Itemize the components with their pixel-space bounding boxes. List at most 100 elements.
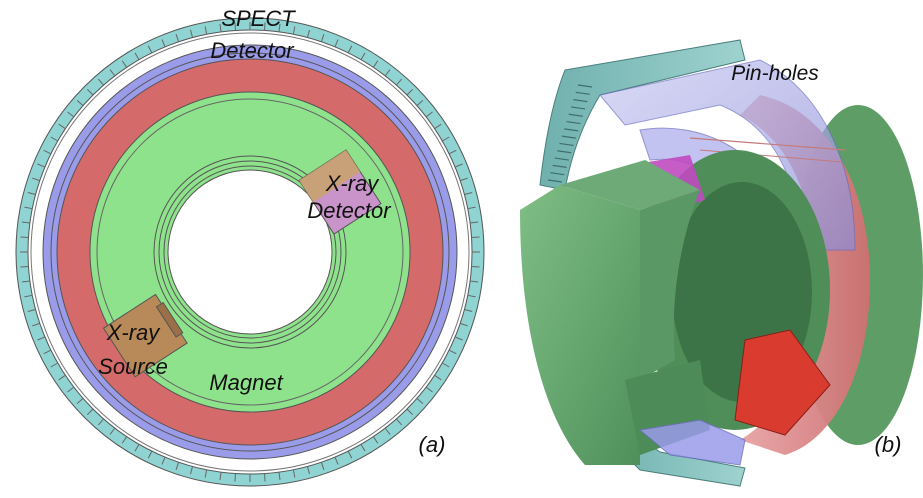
spect-segment-tick (384, 69, 391, 77)
spect-shell-segment (570, 106, 586, 110)
spect-segment-tick (50, 136, 58, 142)
spect-segment-tick (434, 123, 442, 130)
spect-segment-tick (76, 99, 84, 107)
spect-segment-tick (442, 136, 450, 142)
spect-segment-tick (442, 362, 450, 368)
spect-segment-tick (464, 308, 473, 313)
spect-segment-tick (471, 236, 480, 238)
spect-segment-tick (384, 427, 391, 435)
spect-segment-tick (147, 45, 153, 54)
spect-segment-tick (320, 462, 325, 470)
spect-segment-tick (347, 45, 353, 54)
spect-segment-tick (32, 322, 40, 327)
spect-segment-tick (134, 444, 140, 452)
spect-segment-tick (121, 436, 128, 444)
spect-segment-tick (306, 29, 311, 38)
spect-shell-segment (575, 91, 590, 95)
spect-segment-tick (37, 163, 46, 168)
spect-segment-tick (395, 418, 403, 426)
spect-segment-tick (161, 456, 166, 465)
spect-segment-tick (372, 436, 379, 444)
xray-source-block (102, 293, 188, 378)
spect-segment-tick (67, 386, 75, 393)
spect-shell-segment (577, 84, 593, 88)
spect-segment-tick (87, 89, 94, 96)
spect-segment-tick (21, 280, 30, 283)
spect-segment-tick (234, 473, 236, 482)
spect-segment-tick (448, 349, 457, 355)
spect-segment-tick (434, 374, 442, 381)
panel-a-cross-section: SPECT Detector X-ray Detector X-ray Sour… (15, 6, 485, 487)
spect-segment-tick (278, 472, 281, 481)
spect-segment-tick (471, 266, 480, 268)
spect-segment-tick (20, 266, 29, 268)
pinhole-line-1 (689, 137, 846, 151)
spect-segment-tick (189, 29, 194, 38)
panel-a-tag: (a) (419, 432, 446, 457)
panel-b-3d-render: Pin-holes (b) (520, 39, 923, 487)
xray-detector-block (298, 149, 382, 235)
spect-segment-tick (32, 177, 40, 182)
label-pinholes: Pin-holes (731, 62, 819, 85)
magnet-front-block-inner (640, 190, 700, 380)
spect-segment-tick (470, 280, 479, 283)
spect-segment-tick (395, 78, 403, 86)
spect-segment-tick (292, 469, 296, 478)
spect-segment-tick (234, 22, 236, 31)
spect-shell-segments (547, 84, 593, 183)
spect-segment-tick (219, 23, 222, 32)
spect-segment-tick (121, 60, 128, 68)
spect-shell-segment (559, 142, 574, 147)
spect-segment-tick (134, 52, 140, 60)
label-xray-source-line2: Source (98, 354, 168, 379)
spect-shell-segment (568, 113, 583, 117)
spect-segment-tick (372, 60, 379, 68)
collimator-bottom (638, 419, 746, 466)
spect-shell-segment (564, 128, 579, 132)
label-xray-source-line1: X-ray (106, 320, 162, 345)
spect-segment-tick (67, 111, 75, 118)
spect-segment-tick (109, 427, 116, 435)
spect-segment-tick (292, 26, 296, 35)
spect-segment-tick (360, 52, 366, 60)
spect-segment-tick (24, 206, 33, 210)
spect-segment-tick (204, 469, 208, 478)
label-xray-detector-line1: X-ray (325, 171, 381, 196)
spect-segment-tick (467, 206, 476, 210)
spect-segment-tick (320, 34, 325, 42)
label-spect-line2: Detector (210, 38, 295, 63)
spect-detector-segments (20, 22, 480, 482)
spect-segment-tick (175, 462, 180, 470)
spect-segment-tick (97, 78, 105, 86)
spect-segment-tick (189, 466, 194, 475)
label-magnet: Magnet (209, 370, 283, 395)
label-spect-line1: SPECT (221, 6, 296, 31)
spect-segment-tick (20, 236, 29, 238)
magnet-front-block (520, 185, 640, 465)
spect-shell-segment (552, 164, 567, 168)
spect-segment-tick (425, 386, 433, 393)
spect-segment-tick (175, 34, 180, 42)
collimator-ring-line (50, 52, 450, 452)
spect-segment-tick (406, 89, 413, 96)
spect-segment-tick (37, 336, 46, 341)
spect-segment-tick (460, 322, 468, 327)
magnet-front-block-side (560, 160, 700, 210)
spect-shell-segment (573, 99, 588, 103)
magnet-ring-line-inner-c (163, 165, 337, 339)
spect-shell-segment (550, 172, 565, 176)
spect-segment-tick (87, 408, 94, 415)
spect-shell-segment (566, 120, 581, 125)
collimator-arc (599, 59, 856, 251)
spect-shell-segment (561, 135, 576, 139)
spect-segment-tick (27, 191, 36, 196)
magnet-ring-line-inner-b (158, 160, 342, 344)
spect-segment-tick (219, 472, 222, 481)
panel-b-tag: (b) (875, 432, 902, 457)
bore (167, 169, 333, 335)
spect-segment-tick (467, 294, 476, 298)
spect-segment-tick (58, 123, 66, 130)
spect-segment-tick (58, 374, 66, 381)
spect-segment-tick (24, 294, 33, 298)
